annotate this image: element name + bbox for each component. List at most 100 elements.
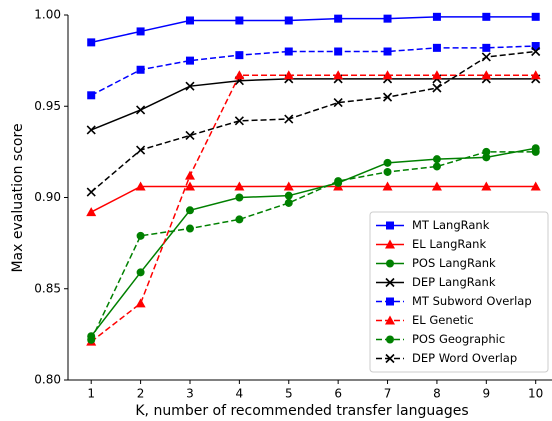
data-point (283, 181, 294, 191)
legend-marker (385, 353, 395, 364)
series-line (90, 45, 536, 96)
legend-label: EL LangRank (412, 237, 486, 251)
data-point (531, 46, 541, 57)
y-tick-label: 1.00 (34, 8, 61, 22)
x-tick-label: 6 (334, 387, 342, 401)
legend-marker (385, 315, 395, 325)
data-point (184, 170, 195, 180)
data-point (382, 92, 393, 102)
data-point (431, 70, 442, 80)
data-point (383, 14, 392, 23)
data-point (234, 70, 245, 80)
data-point (136, 145, 146, 155)
series-line (90, 50, 536, 193)
x-tick-label: 2 (137, 387, 145, 401)
y-tick-label: 0.95 (34, 99, 61, 113)
series-line (91, 16, 536, 44)
data-point (185, 81, 195, 91)
legend-label: DEP Word Overlap (412, 351, 517, 365)
data-point (530, 181, 541, 191)
data-point (185, 16, 194, 25)
data-point (87, 335, 96, 344)
data-point (531, 12, 540, 21)
data-point (185, 224, 194, 233)
data-point (334, 177, 343, 186)
data-point (185, 56, 194, 65)
legend-label: DEP LangRank (412, 275, 496, 289)
legend-box (369, 211, 549, 373)
x-tick-label: 10 (528, 387, 543, 401)
data-point (482, 147, 491, 156)
data-point (135, 181, 146, 191)
series-line (90, 78, 536, 131)
data-point (431, 181, 442, 191)
x-tick-label: 8 (433, 387, 441, 401)
data-point (481, 70, 492, 80)
data-point (482, 12, 491, 21)
y-tick-label: 0.90 (34, 190, 61, 204)
legend-marker (386, 221, 394, 230)
data-point (136, 27, 145, 36)
data-point (185, 130, 195, 141)
data-point (481, 181, 492, 191)
data-point (136, 268, 145, 277)
legend-label: EL Genetic (412, 313, 474, 327)
data-point (482, 153, 491, 162)
x-tick-label: 1 (87, 387, 95, 401)
data-point (86, 187, 96, 197)
data-point (383, 47, 392, 56)
data-point (284, 47, 293, 56)
data-point (333, 98, 343, 108)
legend-label: MT Subword Overlap (412, 294, 532, 308)
y-tick-label: 0.80 (34, 373, 61, 387)
x-tick-label: 3 (186, 387, 194, 401)
x-tick-label: 5 (285, 387, 293, 401)
data-point (184, 181, 195, 191)
data-point (135, 298, 146, 308)
data-point (136, 65, 145, 74)
data-point (86, 125, 96, 135)
legend-marker (386, 297, 394, 306)
legend-marker (386, 259, 394, 268)
legend-label: POS Geographic (412, 332, 505, 346)
data-point (136, 105, 146, 115)
data-point (235, 51, 244, 60)
data-point (284, 114, 294, 124)
data-point (531, 147, 540, 156)
data-point (334, 14, 343, 23)
legend-label: POS LangRank (412, 256, 496, 270)
y-axis-label: Max evaluation score (10, 123, 26, 272)
legend: MT LangRank EL LangRank POS LangRank DEP La… (369, 211, 549, 373)
data-point (383, 158, 392, 167)
data-point (136, 231, 145, 240)
data-point (284, 16, 293, 25)
data-point (87, 91, 96, 100)
data-point (531, 42, 540, 51)
data-point (234, 116, 244, 126)
data-point (284, 198, 293, 207)
x-tick-label: 4 (236, 387, 244, 401)
data-point (482, 43, 491, 52)
data-point (530, 70, 541, 80)
data-point (86, 207, 97, 217)
data-point (333, 70, 344, 80)
data-point (481, 52, 491, 62)
data-point (382, 70, 393, 80)
data-point (432, 162, 441, 171)
data-point (432, 43, 441, 52)
data-point (383, 167, 392, 176)
x-tick-label: 9 (482, 387, 490, 401)
legend-marker (385, 277, 395, 288)
series-line (90, 74, 536, 343)
series-line (90, 151, 536, 341)
y-tick-label: 0.85 (34, 281, 61, 295)
data-point (185, 206, 194, 215)
data-point (432, 155, 441, 164)
data-point (235, 16, 244, 25)
legend-marker (386, 335, 394, 344)
series-line (90, 185, 536, 213)
data-point (382, 181, 393, 191)
data-point (432, 12, 441, 21)
legend-label: MT LangRank (412, 218, 490, 232)
